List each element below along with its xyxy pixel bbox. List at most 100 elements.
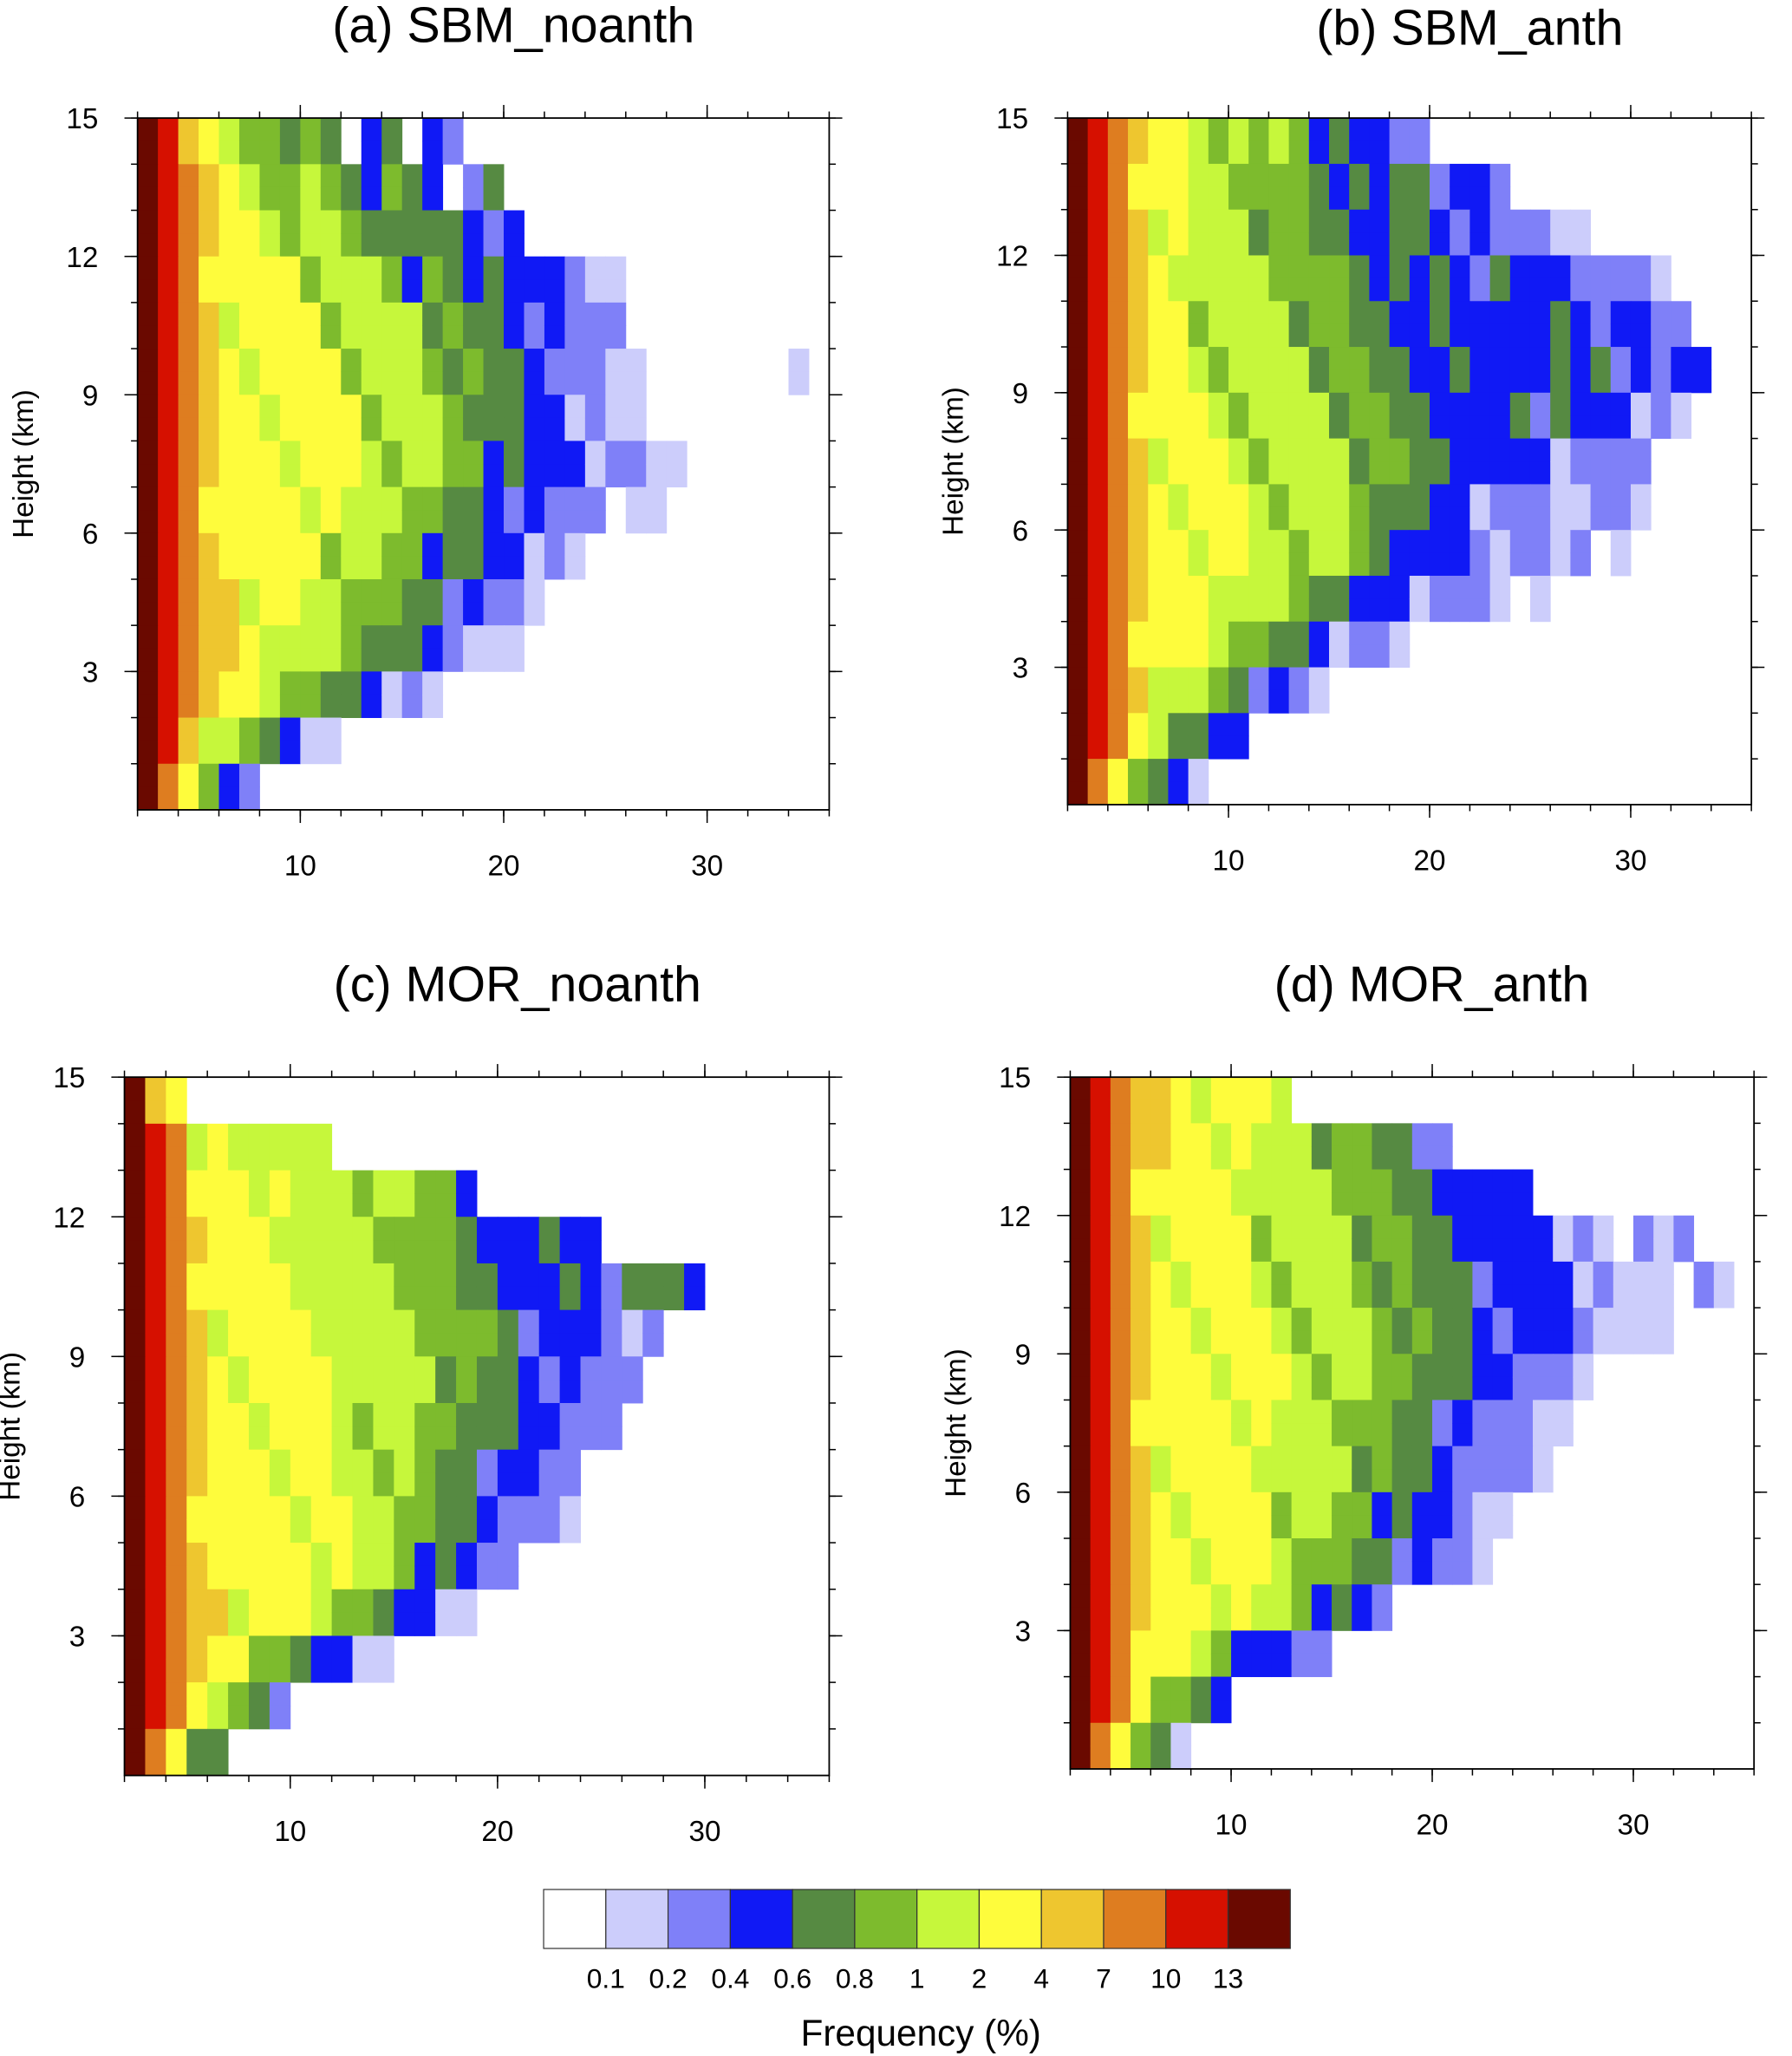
heatmap-cell xyxy=(1610,255,1632,279)
heatmap-cell xyxy=(1429,530,1450,554)
heatmap-cell xyxy=(1610,301,1632,325)
heatmap-cell xyxy=(1452,1238,1473,1263)
heatmap-cell xyxy=(1492,1330,1514,1354)
heatmap-cell xyxy=(1533,1261,1554,1285)
heatmap-cell xyxy=(137,186,159,211)
heatmap-cell xyxy=(483,164,505,188)
heatmap-cell xyxy=(310,1263,333,1288)
heatmap-cell xyxy=(269,1286,291,1311)
heatmap-cell xyxy=(1472,1192,1494,1217)
heatmap-cell xyxy=(1110,1123,1131,1147)
heatmap-cell xyxy=(381,625,403,649)
heatmap-cell xyxy=(1248,415,1269,440)
heatmap-cell xyxy=(1512,1169,1534,1193)
heatmap-cell xyxy=(435,1170,457,1194)
heatmap-cell xyxy=(166,1402,187,1427)
heatmap-cell xyxy=(228,1123,250,1148)
heatmap-cell xyxy=(1329,644,1350,668)
heatmap-cell xyxy=(373,1659,394,1683)
heatmap-cell xyxy=(1472,1376,1494,1400)
heatmap-cell xyxy=(504,210,525,234)
heatmap-cell xyxy=(166,1333,187,1357)
heatmap-cell xyxy=(544,417,565,441)
heatmap-cell xyxy=(259,140,281,165)
heatmap-cell xyxy=(310,1449,333,1473)
heatmap-cell xyxy=(1450,209,1470,233)
heatmap-cell xyxy=(1372,1238,1393,1263)
heatmap-cell xyxy=(341,510,362,534)
heatmap-cell xyxy=(361,279,382,304)
heatmap-cell xyxy=(1110,1261,1131,1285)
heatmap-cell xyxy=(1148,644,1169,668)
heatmap-cell xyxy=(207,1193,229,1217)
heatmap-cell xyxy=(1369,186,1391,211)
heatmap-cell xyxy=(1128,552,1149,577)
colorbar-title: Frequency (%) xyxy=(801,2013,1041,2053)
colorbar-level-label: 7 xyxy=(1096,1962,1111,1994)
heatmap-cell xyxy=(248,1263,270,1288)
heatmap-cell xyxy=(1369,118,1391,141)
heatmap-cell xyxy=(1210,1607,1232,1631)
heatmap-cell xyxy=(463,556,484,580)
heatmap-cell xyxy=(559,1449,581,1473)
heatmap-cell xyxy=(158,787,179,811)
heatmap-cell xyxy=(1090,1676,1111,1700)
heatmap-cell xyxy=(1190,1446,1212,1470)
heatmap-cell xyxy=(248,1426,270,1451)
heatmap-cell xyxy=(218,578,240,604)
heatmap-cell xyxy=(422,210,444,234)
heatmap-cell xyxy=(1231,1491,1252,1516)
heatmap-cell xyxy=(1372,1330,1393,1354)
heatmap-cell xyxy=(228,1612,250,1636)
heatmap-cell xyxy=(442,325,464,349)
heatmap-cell xyxy=(663,1263,685,1288)
heatmap-cell xyxy=(1168,209,1189,233)
heatmap-cell xyxy=(1329,461,1350,485)
heatmap-cell xyxy=(218,325,240,349)
colorbar-swatch xyxy=(1040,1889,1105,1949)
heatmap-cell xyxy=(1148,781,1169,806)
heatmap-cell xyxy=(1271,1469,1293,1493)
heatmap-cell xyxy=(394,1170,415,1194)
heatmap-cell xyxy=(497,1565,519,1590)
heatmap-cell xyxy=(373,1240,394,1264)
heatmap-cell xyxy=(1288,140,1310,165)
heatmap-cell xyxy=(456,1472,478,1497)
heatmap-cell xyxy=(1409,598,1430,623)
heatmap-cell xyxy=(269,1170,291,1194)
heatmap-cell xyxy=(1369,277,1391,302)
heatmap-cell xyxy=(178,302,199,326)
heatmap-cell xyxy=(1268,530,1290,554)
heatmap-cell xyxy=(186,1565,208,1590)
heatmap-cell xyxy=(1429,163,1450,187)
heatmap-cell xyxy=(1107,575,1129,599)
heatmap-cell xyxy=(1067,255,1089,279)
heatmap-cell xyxy=(1110,1169,1131,1193)
heatmap-cell xyxy=(290,1589,312,1614)
heatmap-cell xyxy=(1369,209,1391,233)
heatmap-cell xyxy=(605,441,627,465)
heatmap-cell xyxy=(1391,1538,1413,1563)
heatmap-cell xyxy=(158,118,179,142)
heatmap-cell xyxy=(1332,1446,1352,1470)
heatmap-cell xyxy=(463,395,484,419)
heatmap-cell xyxy=(1168,232,1189,256)
heatmap-cell xyxy=(1251,1169,1272,1193)
heatmap-cell xyxy=(207,1472,229,1497)
heatmap-cell xyxy=(373,1193,394,1217)
heatmap-cell xyxy=(1332,1469,1352,1493)
heatmap-cell xyxy=(207,1589,229,1614)
heatmap-cell xyxy=(538,1426,561,1451)
heatmap-cell xyxy=(186,1589,208,1614)
heatmap-cell xyxy=(1231,1077,1252,1101)
heatmap-cell xyxy=(186,1217,208,1241)
heatmap-cell xyxy=(207,1496,229,1520)
heatmap-cell xyxy=(442,441,464,465)
heatmap-cell xyxy=(1512,1330,1534,1354)
heatmap-cell xyxy=(1131,1561,1151,1585)
heatmap-cell xyxy=(1131,1169,1151,1193)
heatmap-cell xyxy=(1210,1423,1232,1447)
heatmap-cell xyxy=(178,118,199,142)
heatmap-cell xyxy=(1231,1284,1252,1309)
y-tick-label: 12 xyxy=(996,241,1028,273)
